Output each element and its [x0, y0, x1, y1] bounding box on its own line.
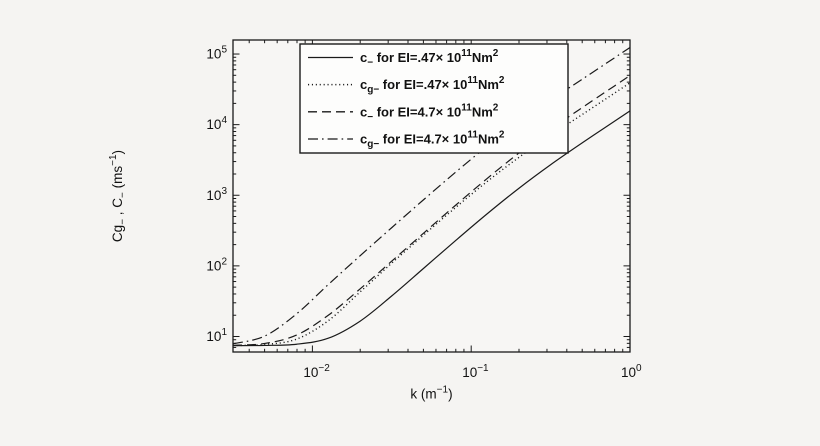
y-tick-label: 104 — [206, 115, 227, 132]
y-tick-label: 101 — [206, 327, 227, 344]
legend-item-c-ei-47e11: c− for EI=4.7× 1011Nm2 — [308, 102, 499, 123]
y-tick-label: 105 — [206, 45, 227, 62]
series-cg-ei-47e11 — [233, 46, 630, 345]
legend-label: c− for EI=.47× 1011Nm2 — [360, 48, 499, 69]
y-tick-labels: 101 102 103 104 105 — [206, 45, 227, 344]
x-tick-labels: 10−2 10−1 100 — [303, 363, 642, 380]
legend: c− for EI=.47× 1011Nm2 cg− for EI=.47× 10… — [299, 43, 569, 154]
legend-box — [299, 43, 569, 154]
series-c-ei-047e11 — [233, 110, 630, 347]
y-axis-label: Cg− , C− (ms−1) — [108, 150, 129, 242]
x-axis-label: k (m−1) — [410, 385, 452, 402]
series-group — [233, 46, 630, 347]
axes-box — [232, 39, 631, 353]
legend-item-cg-ei-047e11: cg− for EI=.47× 1011Nm2 — [308, 75, 505, 96]
y-tick-label: 102 — [206, 256, 227, 273]
legend-label: cg− for EI=.47× 1011Nm2 — [360, 75, 505, 96]
series-c-ei-47e11 — [233, 75, 630, 346]
legend-item-c-ei-047e11: c− for EI=.47× 1011Nm2 — [308, 48, 499, 69]
series-cg-ei-047e11 — [233, 82, 630, 347]
legend-item-cg-ei-47e11: cg− for EI=4.7× 1011Nm2 — [308, 129, 505, 150]
x-tick-label: 10−2 — [303, 363, 330, 380]
legend-label: c− for EI=4.7× 1011Nm2 — [360, 102, 499, 123]
legend-label: cg− for EI=4.7× 1011Nm2 — [360, 129, 505, 150]
y-tick-label: 103 — [206, 186, 227, 203]
x-tick-label: 10−1 — [462, 363, 489, 380]
x-tick-label: 100 — [621, 363, 642, 380]
